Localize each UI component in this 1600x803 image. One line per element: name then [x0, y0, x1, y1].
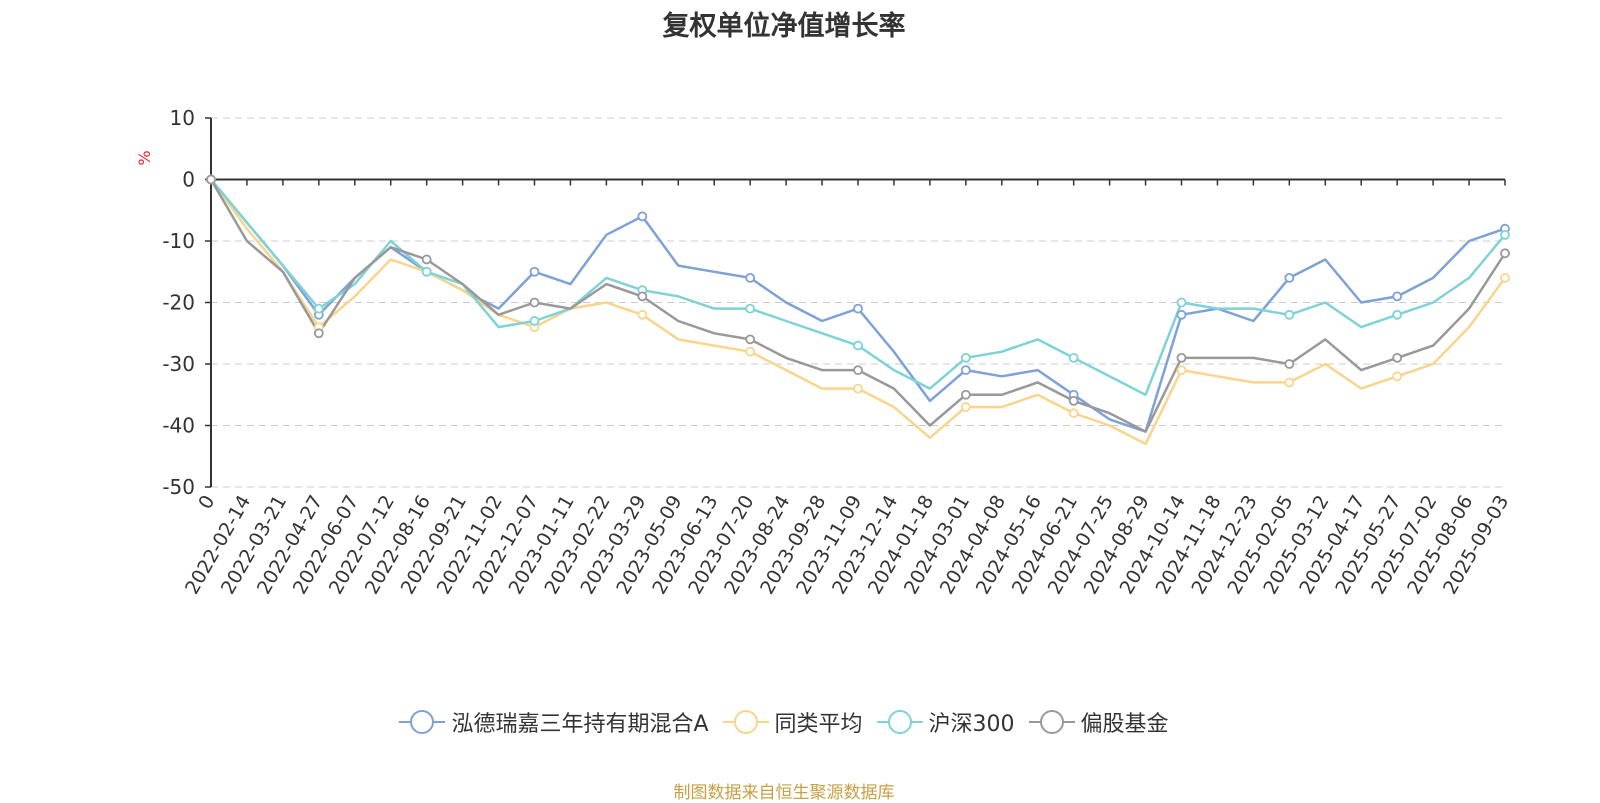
data-point [1392, 371, 1403, 382]
data-point [745, 346, 756, 357]
data-point [313, 303, 324, 314]
legend-circle-icon [399, 709, 446, 735]
data-point [529, 297, 540, 308]
data-point [1284, 272, 1295, 283]
line-chart: 100-10-20-30-40-5002022-02-142022-03-212… [135, 106, 1513, 598]
legend-circle-icon [876, 709, 923, 735]
data-point [745, 303, 756, 314]
data-point [853, 365, 863, 376]
data-point [745, 334, 756, 345]
data-point [1392, 309, 1403, 320]
data-point [1392, 352, 1403, 363]
legend-item[interactable]: 沪深300 [876, 706, 1015, 738]
data-point [960, 365, 971, 376]
data-point [637, 211, 648, 222]
data-point [421, 266, 432, 277]
y-axis-label: % [135, 150, 154, 165]
y-tick-label: 0 [182, 168, 195, 192]
axes: 100-10-20-30-40-5002022-02-142022-03-212… [162, 106, 1513, 598]
data-point [1284, 359, 1295, 369]
legend-circle-icon [1028, 709, 1075, 735]
y-tick-label: -40 [162, 414, 195, 438]
data-point [1500, 248, 1510, 259]
data-point [960, 352, 971, 363]
legend-label: 沪深300 [928, 712, 1015, 737]
data-point [637, 291, 648, 302]
grid-lines [211, 117, 1505, 488]
data-point [637, 309, 648, 320]
data-point [745, 272, 756, 283]
data-point [1284, 309, 1295, 320]
legend-item[interactable]: 同类平均 [722, 706, 863, 738]
data-point [529, 266, 540, 277]
y-tick-label: 10 [170, 106, 195, 130]
legend-item[interactable]: 泓德瑞嘉三年持有期混合A [399, 706, 709, 738]
series-markers [206, 174, 1510, 419]
data-point [1176, 309, 1187, 320]
data-point [1392, 291, 1403, 302]
y-tick-label: -20 [162, 291, 195, 315]
x-tick-label: 0 [194, 492, 219, 513]
data-point [1500, 229, 1510, 240]
legend-label: 偏股基金 [1080, 712, 1169, 737]
data-point [206, 174, 216, 185]
data-point [853, 303, 863, 314]
data-point [1500, 272, 1510, 283]
series-line-3 [210, 178, 1506, 397]
data-point [1284, 377, 1295, 388]
y-tick-label: -10 [162, 229, 195, 253]
data-point [960, 402, 971, 412]
legend-label: 泓德瑞嘉三年持有期混合A [451, 712, 709, 737]
data-point [1176, 297, 1187, 308]
data-point [960, 389, 971, 400]
legend: 泓德瑞嘉三年持有期混合A 同类平均 沪深300 偏股基金 [0, 706, 1568, 738]
legend-label: 同类平均 [774, 712, 863, 737]
data-point [1176, 365, 1187, 376]
y-tick-label: -50 [162, 475, 195, 499]
data-point [421, 254, 432, 265]
data-point [313, 328, 324, 339]
data-point [853, 383, 863, 394]
data-point [1068, 395, 1079, 406]
source-note: 制图数据来自恒生聚源数据库 [673, 783, 895, 803]
data-point [529, 316, 540, 326]
data-point [1176, 352, 1187, 363]
data-point [1068, 408, 1079, 419]
data-point [853, 340, 863, 351]
legend-item[interactable]: 偏股基金 [1028, 706, 1169, 738]
chart-title: 复权单位净值增长率 [662, 11, 906, 42]
data-point [1068, 352, 1079, 363]
y-tick-label: -30 [162, 352, 195, 376]
legend-circle-icon [722, 709, 769, 735]
